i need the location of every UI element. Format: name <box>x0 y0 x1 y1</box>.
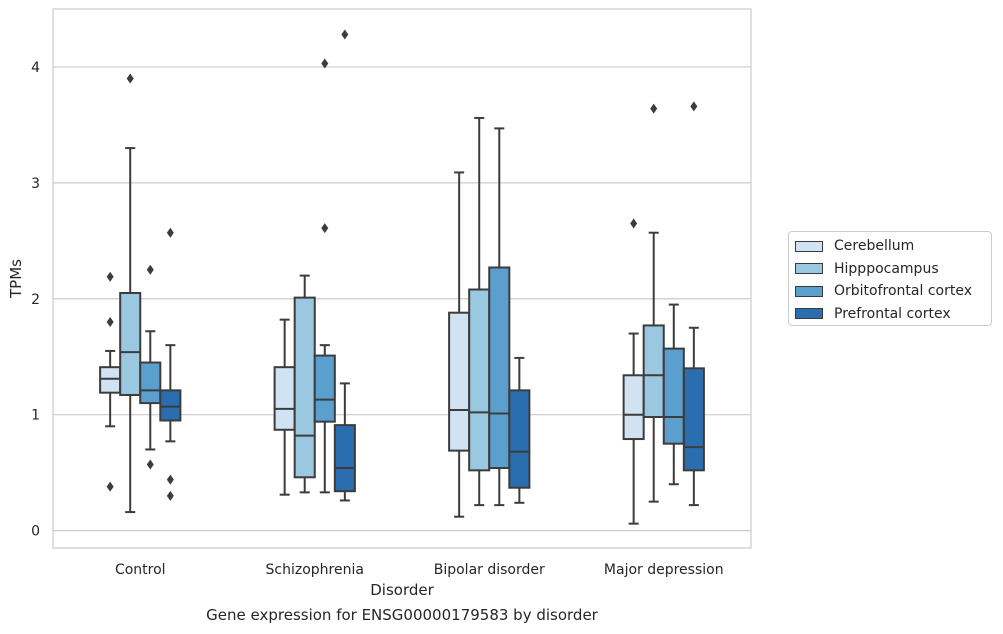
legend-item: Hipppocampus <box>795 258 985 281</box>
box <box>468 288 491 472</box>
outlier-point <box>106 316 114 327</box>
box <box>662 347 685 445</box>
outlier-point <box>106 481 114 492</box>
box-group <box>273 318 296 496</box>
box <box>622 374 645 441</box>
outlier-point <box>166 474 174 485</box>
legend-label: Orbitofrontal cortex <box>834 283 972 300</box>
x-tick-label: Bipolar disorder <box>434 562 545 578</box>
y-axis-ticks: 0 1 2 3 4 <box>31 60 40 540</box>
chart-legend: Cerebellum Hipppocampus Orbitofrontal cort… <box>788 231 992 326</box>
box-group <box>468 116 491 507</box>
legend-swatch <box>795 285 823 297</box>
outlier-point <box>166 490 174 501</box>
outlier-point <box>146 264 154 275</box>
x-axis-ticks: Control Schizophrenia Bipolar disorder Majo… <box>115 562 724 578</box>
legend-swatch <box>795 263 823 275</box>
box-group <box>293 274 316 494</box>
box-group <box>622 218 645 525</box>
legend-swatch <box>795 240 823 252</box>
grid-lines <box>53 66 751 532</box>
y-tick-label: 1 <box>31 408 40 424</box>
outlier-point <box>146 459 154 470</box>
box <box>119 291 142 396</box>
x-tick-label: Major depression <box>604 562 724 578</box>
outlier-point <box>650 103 658 114</box>
x-tick-label: Schizophrenia <box>266 562 364 578</box>
legend-swatch <box>795 308 823 320</box>
box <box>682 367 705 472</box>
outlier-point <box>630 218 638 229</box>
legend-label: Cerebellum <box>834 238 915 255</box>
outlier-point <box>321 223 329 234</box>
x-tick-label: Control <box>115 562 166 578</box>
legend-item: Cerebellum <box>795 235 985 258</box>
y-tick-label: 2 <box>31 292 40 308</box>
outlier-point <box>166 227 174 238</box>
legend-item: Orbitofrontal cortex <box>795 280 985 303</box>
y-tick-label: 3 <box>31 176 40 192</box>
outlier-point <box>126 73 134 84</box>
box <box>99 366 122 394</box>
box <box>333 424 356 493</box>
box <box>293 296 316 479</box>
box-group <box>682 101 705 507</box>
box-group <box>488 127 511 507</box>
box-group <box>508 356 531 504</box>
plot-area-frame <box>52 8 752 549</box>
box <box>508 389 531 489</box>
box-group <box>313 58 336 494</box>
box-group <box>99 271 122 492</box>
box <box>313 354 336 423</box>
legend-label: Hipppocampus <box>834 260 939 277</box>
y-tick-label: 0 <box>31 524 40 540</box>
legend-label: Prefrontal cortex <box>834 305 951 322</box>
legend-item: Prefrontal cortex <box>795 303 985 326</box>
outlier-point <box>321 58 329 69</box>
box-series <box>99 29 705 525</box>
box <box>488 266 511 470</box>
outlier-point <box>690 101 698 112</box>
x-axis-label: Disorder <box>370 581 434 599</box>
chart-caption: Gene expression for ENSG00000179583 by d… <box>206 606 598 624</box>
box-group <box>119 73 142 514</box>
box-group <box>159 227 182 501</box>
outlier-point <box>341 29 349 40</box>
box <box>448 311 471 452</box>
box-group <box>448 171 471 518</box>
box <box>642 324 665 419</box>
box <box>139 361 162 405</box>
box <box>273 366 296 431</box>
box-group <box>642 103 665 503</box>
y-axis-label: TPMs <box>7 259 25 299</box>
y-tick-label: 4 <box>31 60 40 76</box>
box-group <box>139 264 162 470</box>
outlier-point <box>106 271 114 282</box>
box-group <box>662 303 685 486</box>
box <box>159 389 182 422</box>
box-group <box>333 29 356 502</box>
